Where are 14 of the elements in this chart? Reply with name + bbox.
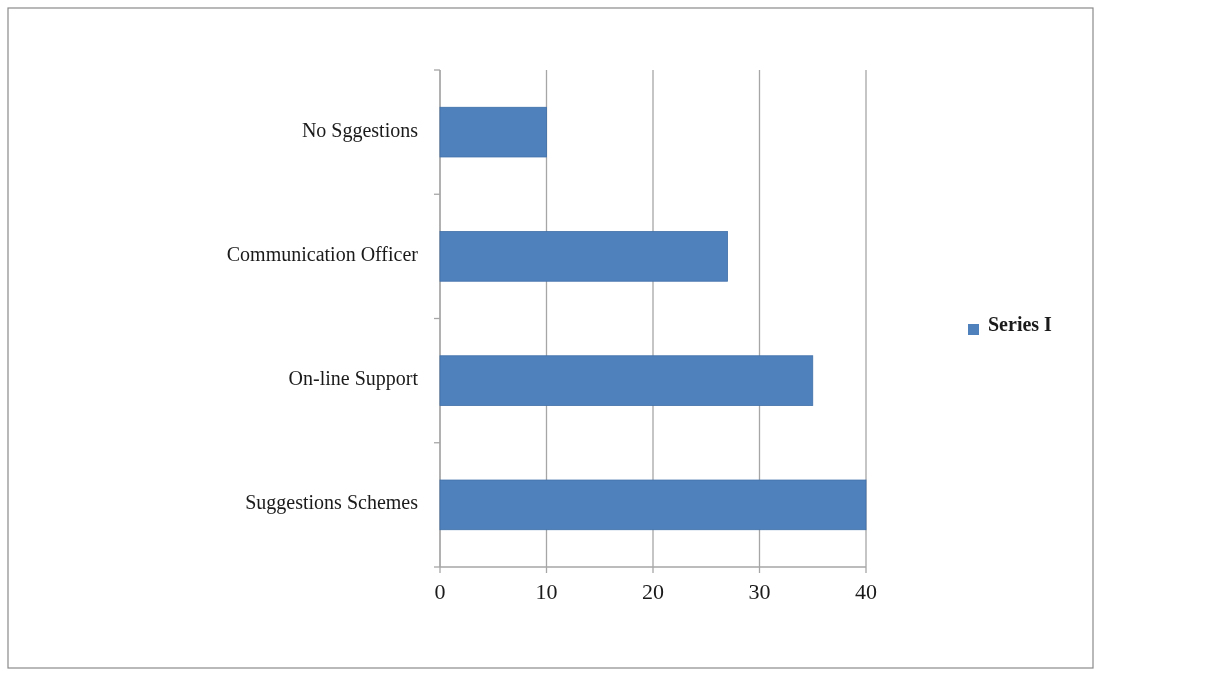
y-tick-label: Suggestions Schemes xyxy=(245,491,419,515)
bar xyxy=(439,479,867,531)
bar xyxy=(439,231,728,282)
y-tick-label: On-line Support xyxy=(288,367,419,391)
bar xyxy=(439,106,547,158)
legend-label: Series I xyxy=(988,312,1053,335)
x-tick-label: 10 xyxy=(535,579,558,604)
x-tick-label: 0 xyxy=(434,579,446,604)
x-tick-label: 20 xyxy=(642,579,664,604)
y-tick-label: No Sggestions xyxy=(301,118,419,142)
x-tick-label: 30 xyxy=(748,579,771,604)
y-tick-label: Communication Officer xyxy=(226,242,419,265)
x-tick-label: 40 xyxy=(855,579,877,604)
bar xyxy=(439,355,814,406)
